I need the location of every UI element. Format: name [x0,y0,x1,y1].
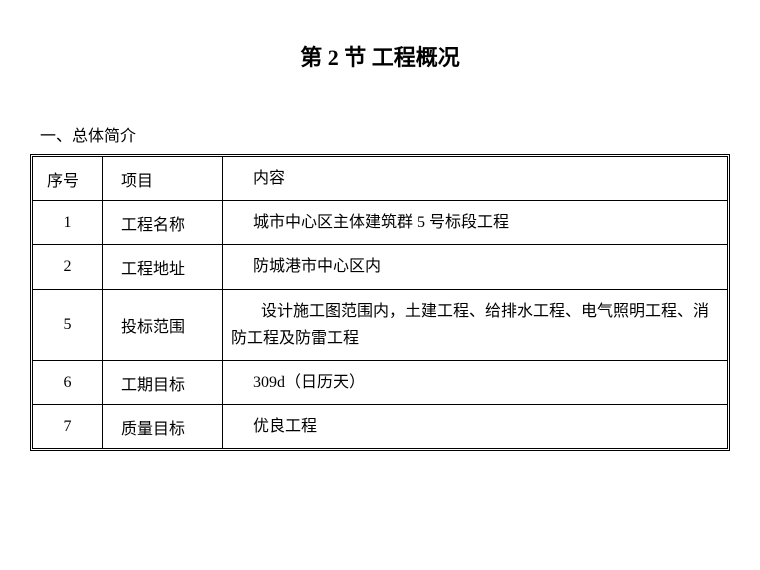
cell-seq: 2 [33,245,103,289]
overview-table: 序号 项目 内容 1 工程名称 城市中心区主体建筑群 5 号标段工程 2 工程地… [32,156,728,449]
cell-item: 工程地址 [103,245,223,289]
table-row: 7 质量目标 优良工程 [33,405,728,449]
cell-content: 优良工程 [223,405,728,449]
subsection-heading: 一、总体简介 [30,122,730,146]
header-item: 项目 [103,157,223,201]
cell-item: 工期目标 [103,360,223,404]
header-seq: 序号 [33,157,103,201]
cell-seq: 6 [33,360,103,404]
table-row: 6 工期目标 309d（日历天） [33,360,728,404]
cell-seq: 1 [33,201,103,245]
section-title: 第 2 节 工程概况 [30,40,730,72]
table-row: 2 工程地址 防城港市中心区内 [33,245,728,289]
cell-item: 质量目标 [103,405,223,449]
header-content: 内容 [223,157,728,201]
cell-seq: 5 [33,289,103,360]
table-header-row: 序号 项目 内容 [33,157,728,201]
cell-content: 设计施工图范围内，土建工程、给排水工程、电气照明工程、消防工程及防雷工程 [223,289,728,360]
cell-seq: 7 [33,405,103,449]
cell-content: 城市中心区主体建筑群 5 号标段工程 [223,201,728,245]
cell-content: 防城港市中心区内 [223,245,728,289]
table-row: 5 投标范围 设计施工图范围内，土建工程、给排水工程、电气照明工程、消防工程及防… [33,289,728,360]
cell-content: 309d（日历天） [223,360,728,404]
cell-item: 工程名称 [103,201,223,245]
cell-item: 投标范围 [103,289,223,360]
table-row: 1 工程名称 城市中心区主体建筑群 5 号标段工程 [33,201,728,245]
overview-table-wrapper: 序号 项目 内容 1 工程名称 城市中心区主体建筑群 5 号标段工程 2 工程地… [30,154,730,451]
